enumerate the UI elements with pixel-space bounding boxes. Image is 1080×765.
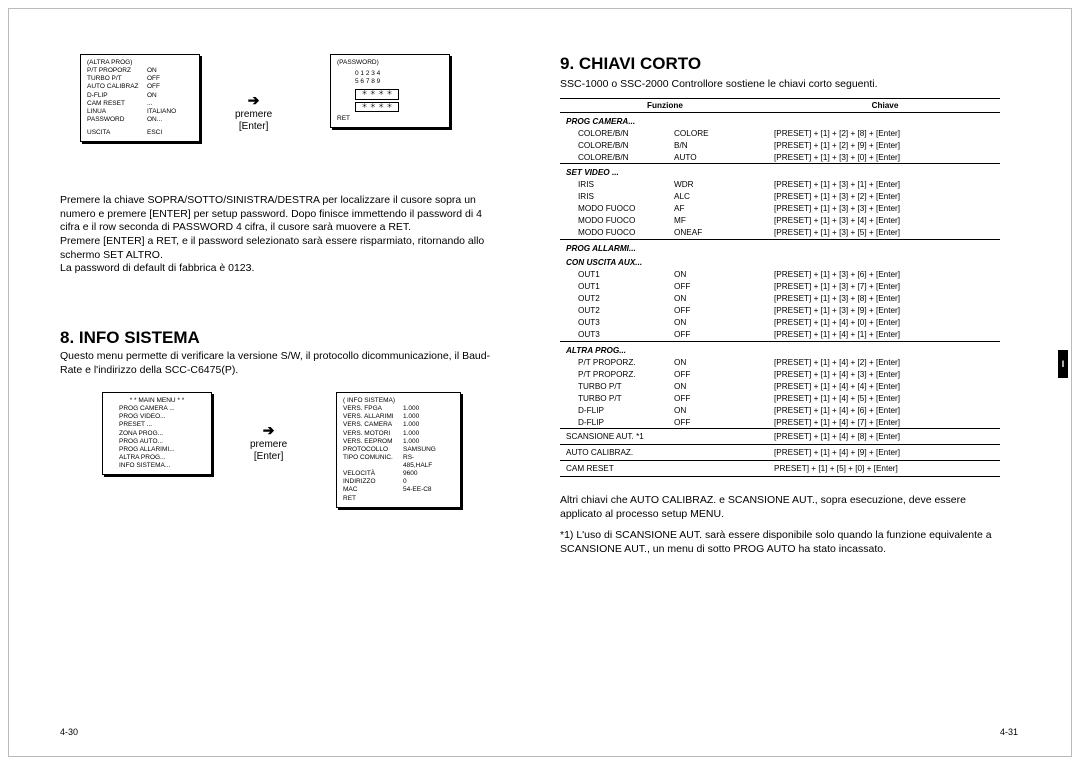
info-sistema-box: ( INFO SISTEMA)VERS. FPGA1.000VERS. ALLA…: [336, 392, 461, 508]
arrow-label-1: ➔ premere [Enter]: [235, 92, 272, 133]
arrow2-top: premere: [250, 439, 287, 451]
left-text-block: Premere la chiave SOPRA/SOTTO/SINISTRA/D…: [60, 194, 500, 276]
arrow-label-2: ➔ premere [Enter]: [250, 422, 287, 463]
right-page: 9. CHIAVI CORTO SSC-1000 o SSC-2000 Cont…: [560, 54, 1000, 557]
para1: Premere la chiave SOPRA/SOTTO/SINISTRA/D…: [60, 194, 500, 235]
arrow2-bottom: [Enter]: [250, 451, 287, 463]
altra-prog-box: (ALTRA PROG)P/T PROPORZONTURBO P/TOFFAUT…: [80, 54, 200, 142]
pw-footer: RET: [337, 115, 443, 123]
note2: *1) L'uso di SCANSIONE AUT. sarà essere …: [560, 529, 1000, 556]
shortcut-table: Funzione Chiave PROG CAMERA...COLORE/B/N…: [560, 98, 1000, 481]
page-num-left: 4-30: [60, 727, 78, 737]
para4: Questo menu permette di verificare la ve…: [60, 350, 500, 377]
pw-stars2: ＊ ＊ ＊ ＊: [355, 102, 399, 112]
note1: Altri chiavi che AUTO CALIBRAZ. e SCANSI…: [560, 494, 1000, 521]
intro: SSC-1000 o SSC-2000 Controllore sostiene…: [560, 78, 1000, 92]
main-menu-box: * * MAIN MENU * *PROG CAMERA ...PROG VID…: [102, 392, 212, 475]
arrow1-bottom: [Enter]: [235, 121, 272, 133]
pw-row2: 5 6 7 8 9: [337, 78, 443, 86]
para3: La password di default di fabbrica è 012…: [60, 262, 500, 276]
arrow-right-icon: ➔: [250, 422, 287, 439]
th-chiave: Chiave: [770, 98, 1000, 112]
page-num-right: 4-31: [1000, 727, 1018, 737]
password-box: (PASSWORD) 0 1 2 3 4 5 6 7 8 9 ＊ ＊ ＊ ＊ ＊…: [330, 54, 450, 128]
arrow-right-icon: ➔: [235, 92, 272, 109]
password-title: (PASSWORD): [337, 59, 443, 67]
th-funzione: Funzione: [560, 98, 770, 112]
heading-8: 8. INFO SISTEMA: [60, 328, 200, 348]
pw-stars1: ＊ ＊ ＊ ＊: [355, 89, 399, 99]
arrow1-top: premere: [235, 109, 272, 121]
heading-9: 9. CHIAVI CORTO: [560, 54, 1000, 74]
side-tab: I: [1058, 350, 1068, 378]
para2: Premere [ENTER] a RET, e il password sel…: [60, 235, 500, 262]
pw-row1: 0 1 2 3 4: [337, 67, 443, 78]
